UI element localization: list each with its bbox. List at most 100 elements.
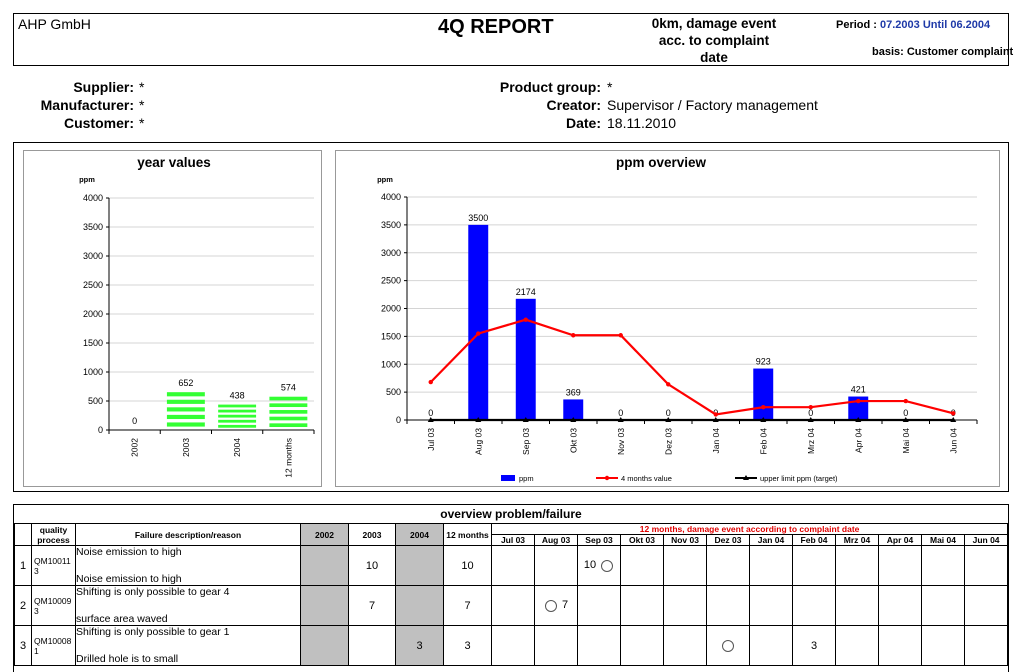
ppm-bar — [515, 298, 536, 420]
basis-value: Customer complaint — [906, 46, 1014, 58]
month-cell — [620, 585, 664, 626]
supplier-label: Supplier: — [73, 79, 134, 95]
series-marker — [428, 379, 433, 385]
y-tick-label: 3000 — [381, 248, 401, 258]
year-values-chart: year values ppm 0 500 1000 1500 2000 2500 3000 35… — [23, 150, 322, 487]
data-label: 574 — [281, 383, 296, 393]
col-no — [14, 523, 32, 546]
period-value: 07.2003 Until 06.2004 — [880, 19, 991, 31]
series-marker — [712, 417, 719, 422]
company-name: AHP GmbH — [18, 16, 91, 32]
x-tick-label: Apr 04 — [853, 428, 863, 453]
creator-label: Creator: — [546, 97, 601, 113]
month-header-cell: Apr 04 — [878, 534, 922, 546]
failure-description: Shifting is only possible to gear 4 surfa… — [75, 585, 301, 626]
damage-line: 0km, damage event — [651, 16, 777, 31]
quality-process-id: QM10008 1 — [31, 625, 76, 666]
x-tick-label: Feb 04 — [758, 428, 768, 455]
month-header-cell: Okt 03 — [620, 534, 664, 546]
year-bar-stripe — [166, 414, 205, 420]
month-cell — [835, 625, 879, 666]
value-2002 — [300, 585, 349, 626]
series-marker — [666, 382, 671, 387]
legend-label: ppm — [519, 474, 534, 483]
series-marker — [522, 417, 529, 422]
row-number: 2 — [14, 585, 32, 626]
customer-label: Customer: — [63, 115, 134, 131]
year-bar-stripe — [269, 423, 308, 428]
value-2003: 10 — [348, 545, 396, 586]
series-marker — [761, 404, 766, 410]
series-marker — [523, 317, 528, 322]
y-tick-label: 3500 — [83, 222, 103, 232]
year-bar-stripe — [269, 410, 308, 414]
month-cell — [577, 625, 621, 666]
creator-value: Supervisor / Factory management — [607, 97, 818, 113]
year-bar-stripe — [269, 396, 308, 401]
month-cell — [921, 545, 965, 586]
data-label: 2174 — [516, 287, 536, 297]
y-tick-label: 1000 — [381, 359, 401, 369]
month-cell — [620, 625, 664, 666]
ppm-overview-svg: ppm overview ppm 0 500 1000 1500 2000 2500 3000 3… — [377, 155, 978, 483]
legend-label: upper limit ppm (target) — [760, 474, 838, 483]
quality-process-id: QM10011 3 — [31, 545, 76, 586]
x-tick-label: Jul 03 — [426, 428, 436, 451]
month-cell — [792, 545, 836, 586]
damage-line: date — [700, 50, 728, 65]
series-marker — [665, 417, 672, 422]
month-header-cell: Mrz 04 — [835, 534, 879, 546]
col-failure-description: Failure description/reason — [75, 523, 301, 546]
y-tick-label: 1500 — [83, 338, 103, 348]
x-tick-label: Mrz 04 — [806, 428, 816, 454]
year-bar-stripe — [269, 403, 308, 408]
series-marker — [807, 417, 814, 422]
row-number: 1 — [14, 545, 32, 586]
month-cell — [749, 545, 793, 586]
month-cell — [663, 625, 707, 666]
month-cell — [491, 585, 535, 626]
y-tick-label: 0 — [396, 415, 401, 425]
month-count: 10 — [583, 559, 597, 572]
x-tick-label: Mai 04 — [901, 428, 911, 454]
x-tick-label: Nov 03 — [616, 428, 626, 455]
y-axis-label: ppm — [377, 175, 393, 184]
chart-title: ppm overview — [616, 155, 707, 170]
year-bar-stripe — [166, 399, 205, 404]
month-cell — [491, 545, 535, 586]
basis: basis: Customer complaint — [872, 46, 1013, 58]
manufacturer-label: Manufacturer: — [40, 97, 134, 113]
value-2004 — [395, 545, 444, 586]
series-marker — [808, 404, 813, 410]
failure-description: Shifting is only possible to gear 1 Drill… — [75, 625, 301, 666]
y-tick-label: 4000 — [381, 192, 401, 202]
failure-title: overview problem/failure — [440, 507, 582, 521]
manufacturer-value: * — [139, 97, 145, 113]
month-cell — [878, 625, 922, 666]
year-bar-stripe — [218, 414, 257, 418]
month-cell — [534, 545, 578, 586]
y-tick-label: 500 — [88, 396, 103, 406]
date-label: Date: — [565, 115, 601, 131]
failure-table: quality process Failure description/reas… — [14, 523, 1008, 666]
month-count: 3 — [810, 639, 818, 652]
month-cell — [663, 545, 707, 586]
series-marker — [476, 331, 481, 336]
period-label: Period : — [836, 19, 877, 31]
basis-label: basis: — [872, 46, 904, 58]
y-axis-label: ppm — [79, 175, 95, 184]
chart-title: year values — [137, 155, 211, 170]
supplier-value: * — [139, 79, 145, 95]
year-bar-stripe — [166, 407, 205, 412]
month-cell: 3 — [792, 625, 836, 666]
month-cell — [749, 625, 793, 666]
series-marker — [951, 411, 956, 416]
series-line — [429, 318, 954, 416]
series-marker — [713, 412, 718, 417]
y-tick-label: 500 — [386, 387, 401, 397]
year-bar — [166, 392, 205, 427]
month-cell — [878, 545, 922, 586]
data-label: 0 — [903, 408, 908, 418]
value-2004: 3 — [395, 625, 444, 666]
month-cell: 7 — [534, 585, 578, 626]
